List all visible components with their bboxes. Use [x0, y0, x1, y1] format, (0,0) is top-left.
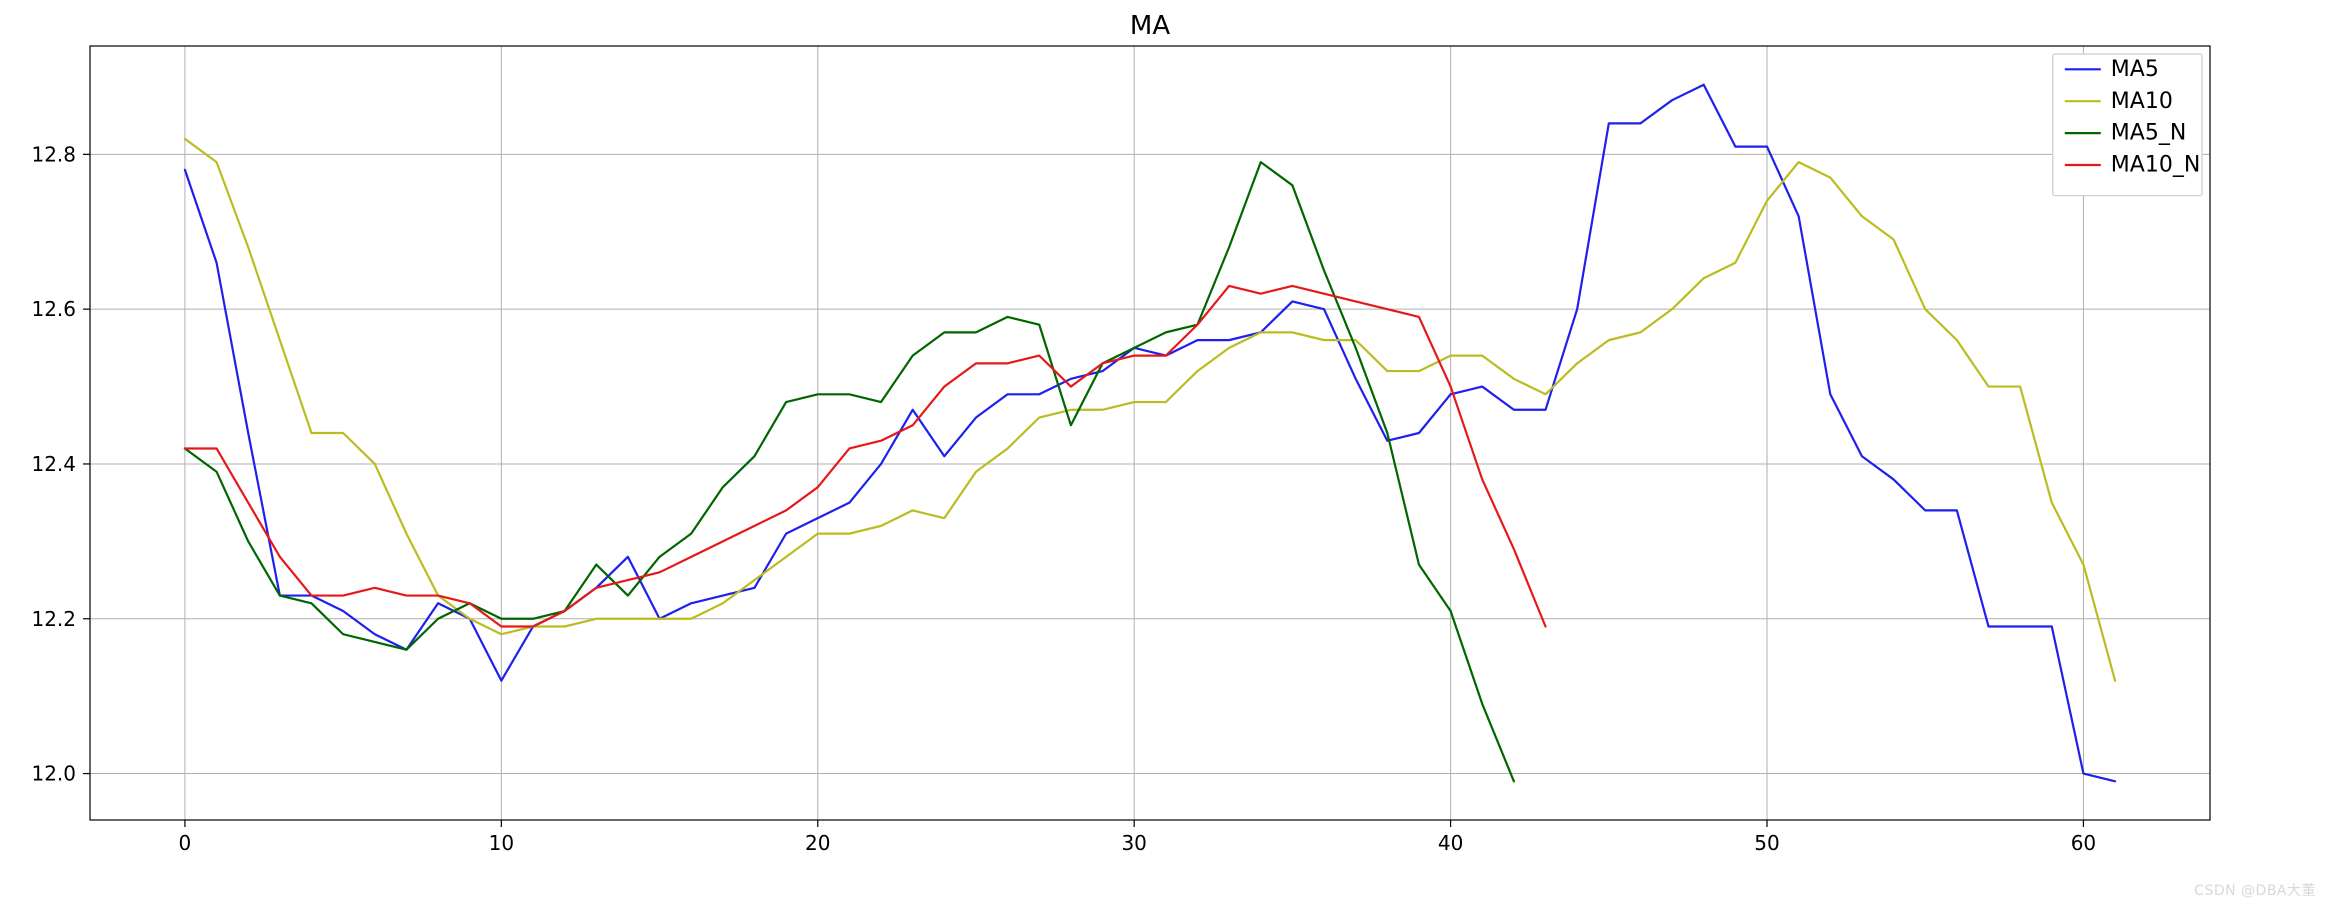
y-tick-label: 12.6	[31, 297, 76, 321]
line-chart: 010203040506012.012.212.412.612.8MAMA5MA…	[0, 0, 2328, 904]
x-tick-label: 40	[1438, 831, 1463, 855]
legend-label: MA5_N	[2111, 121, 2187, 146]
y-tick-label: 12.2	[31, 607, 76, 631]
y-tick-label: 12.0	[31, 762, 76, 786]
legend-label: MA5	[2111, 57, 2159, 82]
x-tick-label: 20	[805, 831, 830, 855]
x-tick-label: 0	[179, 831, 192, 855]
chart-title: MA	[1130, 11, 1170, 41]
legend-label: MA10	[2111, 89, 2173, 114]
legend-label: MA10_N	[2111, 153, 2200, 178]
x-tick-label: 10	[489, 831, 514, 855]
watermark-text: CSDN @DBA大董	[2194, 880, 2316, 900]
x-tick-label: 60	[2071, 831, 2096, 855]
legend: MA5 MA10 MA5_N MA10_N	[2053, 54, 2202, 196]
y-tick-label: 12.4	[31, 452, 76, 476]
x-tick-label: 30	[1121, 831, 1146, 855]
x-tick-label: 50	[1754, 831, 1779, 855]
chart-container: 010203040506012.012.212.412.612.8MAMA5MA…	[0, 0, 2328, 904]
y-tick-label: 12.8	[31, 142, 76, 166]
